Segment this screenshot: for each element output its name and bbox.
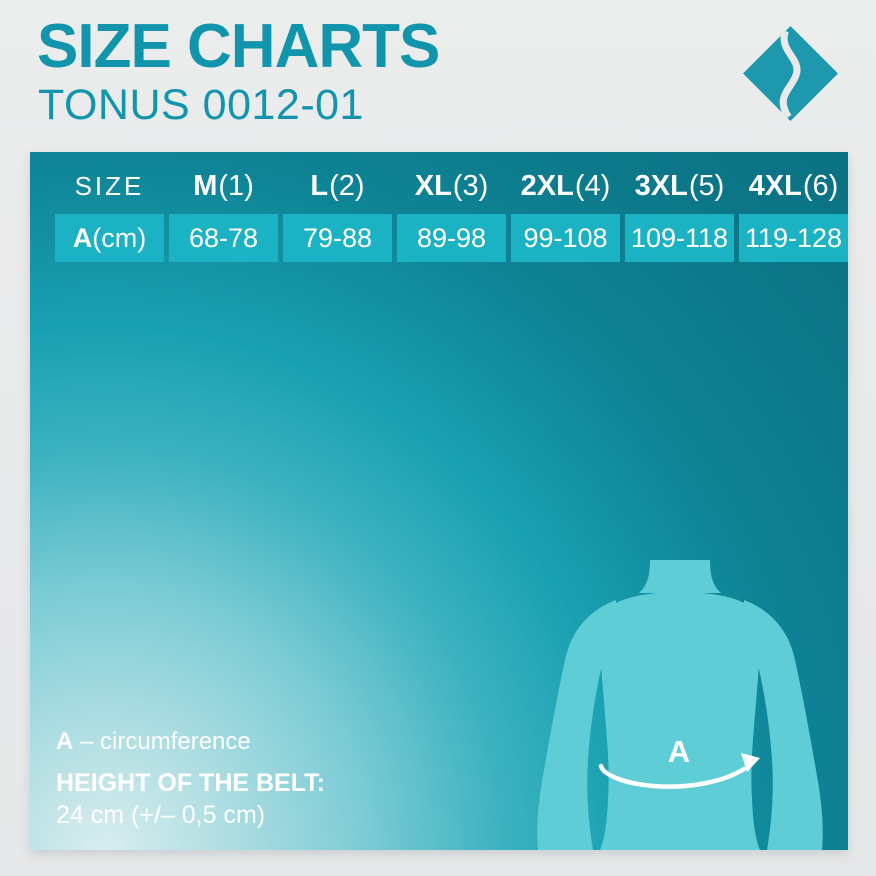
logo-swoosh-shape bbox=[779, 29, 801, 119]
size-index: (2) bbox=[329, 169, 365, 202]
circumference-measure-arrow-icon bbox=[598, 753, 760, 789]
logo-diamond-shape bbox=[743, 26, 838, 121]
circumference-note: A – circumference bbox=[56, 728, 325, 756]
size-name: 4XL bbox=[748, 169, 802, 202]
circumference-letter: A bbox=[56, 728, 74, 755]
size-value-cell-3xl: 109-118 bbox=[625, 214, 734, 262]
size-name: 3XL bbox=[634, 169, 688, 202]
brand-diamond-logo-icon bbox=[743, 26, 838, 121]
size-name: XL bbox=[414, 169, 452, 202]
size-col-header-xl: XL (3) bbox=[397, 164, 506, 208]
size-value-cell-xl: 89-98 bbox=[397, 214, 506, 262]
size-name: M bbox=[193, 169, 218, 202]
belt-height-value: 24 cm (+/– 0,5 cm) bbox=[56, 801, 266, 829]
size-index: (1) bbox=[218, 169, 254, 202]
size-name: L bbox=[310, 169, 329, 202]
dimension-letter: A bbox=[72, 222, 93, 253]
torso-silhouette bbox=[537, 560, 823, 850]
row-label-cell: A (cm) bbox=[55, 214, 164, 262]
legend-notes: A – circumference HEIGHT OF THE BELT: 24… bbox=[56, 728, 325, 830]
size-index: (4) bbox=[574, 169, 611, 202]
size-name: 2XL bbox=[520, 169, 574, 202]
torso-back-illustration: A bbox=[537, 560, 823, 850]
dimension-unit: (cm) bbox=[92, 222, 147, 253]
size-value-cell-m: 68-78 bbox=[169, 214, 278, 262]
size-value-cell-l: 79-88 bbox=[283, 214, 392, 262]
size-value-cell-4xl: 119-128 bbox=[739, 214, 848, 262]
circumference-desc: – circumference bbox=[73, 728, 251, 755]
size-table-corner-header: SIZE bbox=[74, 170, 145, 201]
size-table: SIZE M (1) L (2) XL (3) 2XL (4) 3XL (5) 4XL (6… bbox=[55, 164, 848, 262]
page-title: SIZE CHARTS bbox=[37, 12, 440, 81]
size-chart-panel: SIZE M (1) L (2) XL (3) 2XL (4) 3XL (5) 4XL (6… bbox=[30, 152, 848, 850]
size-col-header-m: M (1) bbox=[169, 164, 278, 208]
product-code-subtitle: TONUS 0012-01 bbox=[38, 81, 364, 129]
measure-label-a: A bbox=[668, 734, 690, 769]
size-index: (6) bbox=[802, 169, 839, 202]
size-col-header-l: L (2) bbox=[283, 164, 392, 208]
belt-height-heading: HEIGHT OF THE BELT: bbox=[56, 769, 325, 797]
size-col-header-4xl: 4XL (6) bbox=[739, 164, 848, 208]
size-value-cell-2xl: 99-108 bbox=[511, 214, 620, 262]
size-index: (3) bbox=[452, 169, 489, 202]
size-col-header-3xl: 3XL (5) bbox=[625, 164, 734, 208]
size-col-header-2xl: 2XL (4) bbox=[511, 164, 620, 208]
size-index: (5) bbox=[688, 169, 725, 202]
